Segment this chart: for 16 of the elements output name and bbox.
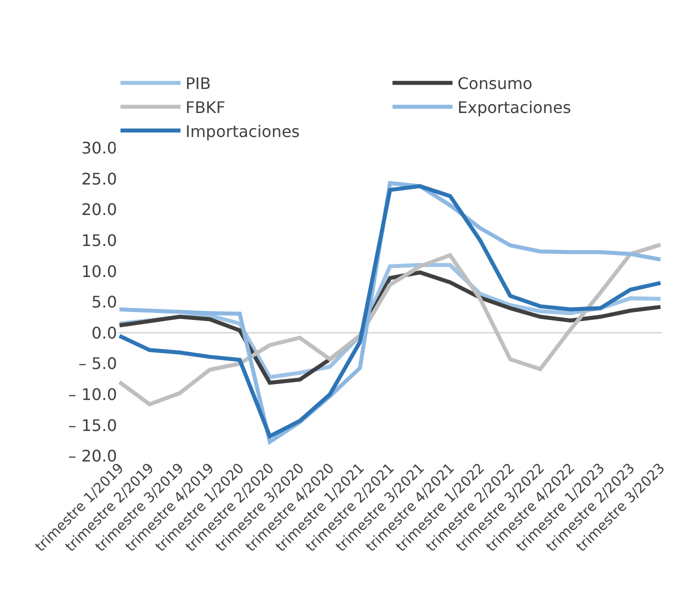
legend-label: FBKF xyxy=(186,98,226,117)
legend-label: Importaciones xyxy=(186,122,300,141)
y-tick-label: 30.0 xyxy=(81,138,117,158)
legend-label: Consumo xyxy=(458,74,532,94)
y-tick-label: 20.0 xyxy=(81,200,117,220)
y-tick-label: 15.0 xyxy=(81,231,117,250)
legend-label: PIB xyxy=(186,74,211,94)
y-tick-label: 5.0 xyxy=(92,292,117,312)
y-tick-label: – 10.0 xyxy=(68,385,117,404)
y-tick-label: 25.0 xyxy=(81,169,117,188)
y-tick-label: – 5.0 xyxy=(78,354,117,374)
y-tick-label: 10.0 xyxy=(81,262,117,281)
y-tick-label: – 15.0 xyxy=(68,416,117,435)
legend-label: Exportaciones xyxy=(458,98,572,117)
line-series xyxy=(118,242,662,406)
y-tick-label: 0.0 xyxy=(92,323,117,342)
